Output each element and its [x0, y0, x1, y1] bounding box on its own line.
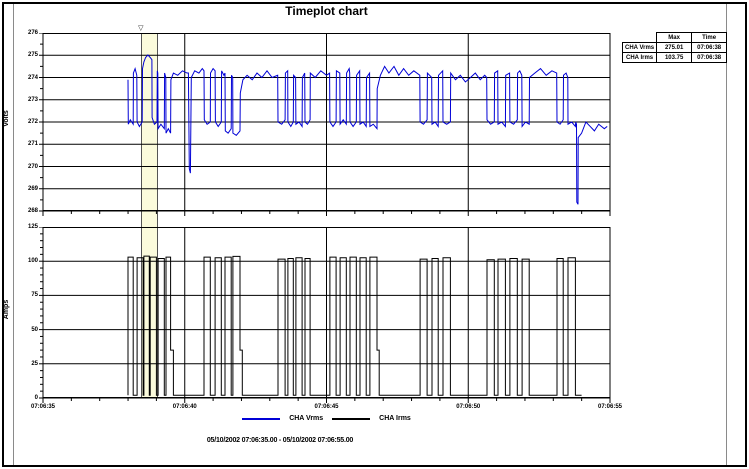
- volts-axis-label: Volts: [2, 110, 10, 127]
- legend-irms-label: CHA Irms: [379, 415, 411, 422]
- cursor-highlight-band[interactable]: [141, 33, 159, 398]
- stats-cell: 275.01: [656, 42, 693, 53]
- stats-header-cell: Time: [691, 32, 728, 43]
- volt-tick-label: 270: [27, 163, 38, 170]
- volt-tick-label: 274: [27, 74, 38, 81]
- amp-tick-label: 125: [27, 224, 38, 230]
- volt-tick-label: 276: [27, 30, 38, 36]
- plot-frame: [42, 227, 611, 398]
- table-row: CHA Vrms 275.01 07:06:38: [621, 42, 728, 53]
- volt-tick-label: 275: [27, 52, 38, 59]
- time-tick-label: 07:06:50: [456, 404, 481, 410]
- panel-left-edge: [13, 4, 14, 465]
- cha-vrms-trace: [127, 54, 608, 205]
- stats-cell: 103.75: [656, 52, 693, 63]
- volt-tick-label: 269: [27, 185, 38, 192]
- table-row: CHA Irms 103.75 07:06:38: [621, 52, 728, 63]
- stats-cell: 07:06:38: [691, 42, 728, 53]
- current-chart[interactable]: [39, 227, 614, 404]
- legend-vrms-line-icon: [242, 417, 281, 420]
- amp-tick-label: 25: [31, 360, 38, 367]
- chart-legend: CHA Vrms CHA Irms: [43, 415, 610, 422]
- stats-cell: CHA Irms: [621, 52, 658, 63]
- time-range-annotation: 05/10/2002 07:06:35.00 - 05/10/2002 07:0…: [206, 437, 354, 444]
- amp-tick-label: 50: [31, 326, 38, 333]
- time-tick-label: 07:06:55: [597, 404, 623, 410]
- plot-frame: [42, 33, 611, 211]
- amp-tick-label: 100: [27, 258, 38, 265]
- volt-tick-label: 268: [27, 208, 38, 214]
- time-tick-label: 07:06:45: [314, 404, 339, 410]
- cha-irms-trace: [127, 255, 582, 396]
- stats-cell: CHA Vrms: [621, 42, 658, 53]
- panel-right-edge: [726, 4, 727, 465]
- volt-tick-label: 272: [27, 119, 38, 125]
- volt-tick-label: 273: [27, 96, 38, 103]
- time-tick-label: 07:06:35: [30, 404, 56, 410]
- amp-tick-label: 75: [31, 292, 38, 299]
- amps-axis-label: Amps: [3, 299, 11, 320]
- stats-header-cell: [623, 33, 657, 43]
- amp-tick-label: 0: [34, 395, 38, 401]
- stats-header-cell: Max: [656, 32, 693, 43]
- cursor-marker-icon[interactable]: ▽: [138, 25, 144, 32]
- voltage-chart[interactable]: [39, 33, 614, 217]
- legend-irms-line-icon: [332, 417, 371, 420]
- max-values-table: Max Time CHA Vrms 275.01 07:06:38 CHA Irms 103…: [621, 32, 728, 63]
- legend-vrms-label: CHA Vrms: [289, 415, 324, 422]
- stats-cell: 07:06:38: [691, 52, 728, 63]
- page-title: Timeplot chart: [285, 4, 368, 18]
- time-tick-label: 07:06:40: [172, 404, 197, 410]
- volt-tick-label: 271: [27, 141, 38, 148]
